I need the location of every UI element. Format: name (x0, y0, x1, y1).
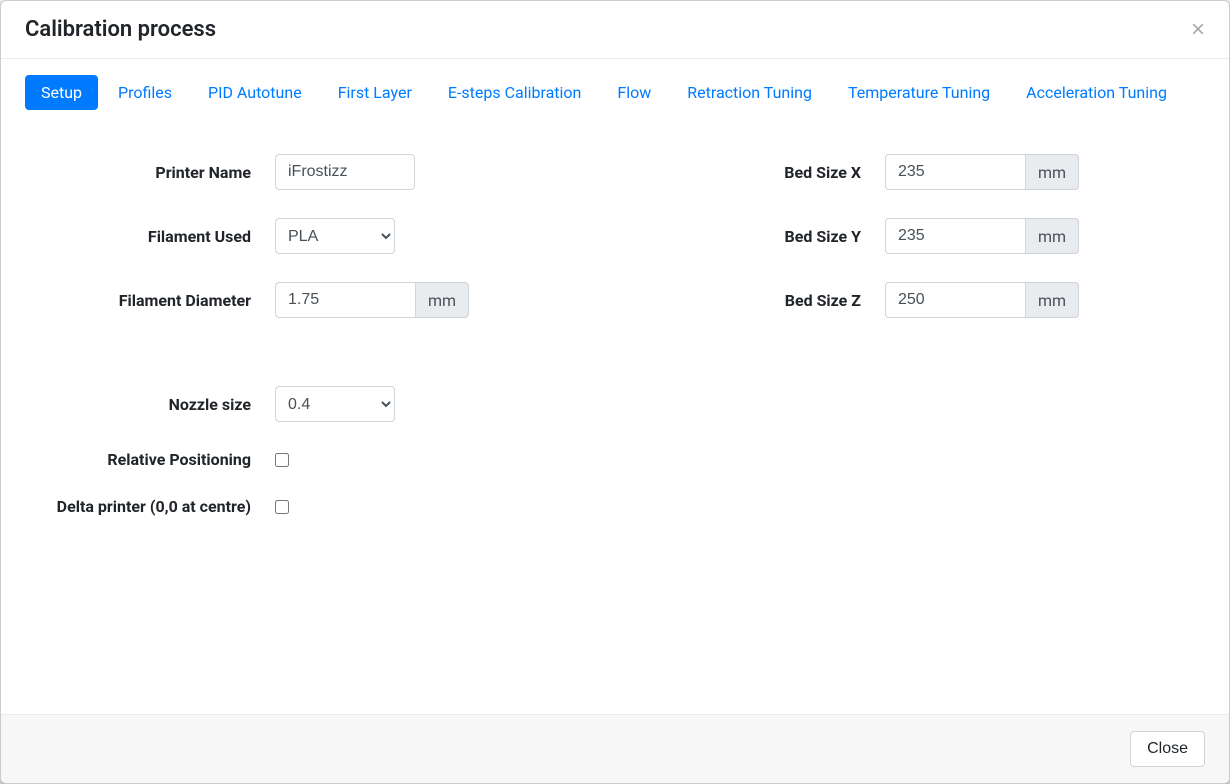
row-bed-z: Bed Size Z mm (635, 282, 1205, 318)
tab-profiles[interactable]: Profiles (102, 75, 188, 110)
filament-diameter-unit: mm (415, 282, 469, 318)
bed-z-input[interactable] (885, 282, 1025, 318)
nav-tabs: Setup Profiles PID Autotune First Layer … (25, 75, 1205, 118)
form-col-left: Printer Name Filament Used PLA Filament … (25, 154, 595, 544)
row-filament-used: Filament Used PLA (25, 218, 595, 254)
calibration-modal: Calibration process × Setup Profiles PID… (0, 0, 1230, 784)
bed-y-group: mm (885, 218, 1079, 254)
form-col-right: Bed Size X mm Bed Size Y mm Bed Size Z (635, 154, 1205, 544)
row-bed-x: Bed Size X mm (635, 154, 1205, 190)
filament-diameter-group: mm (275, 282, 469, 318)
label-printer-name: Printer Name (25, 163, 275, 182)
filament-diameter-input[interactable] (275, 282, 415, 318)
row-relative-positioning: Relative Positioning (25, 450, 595, 469)
relative-positioning-checkbox[interactable] (275, 453, 289, 467)
modal-title: Calibration process (25, 17, 216, 42)
nozzle-size-select[interactable]: 0.4 (275, 386, 395, 422)
bed-x-unit: mm (1025, 154, 1079, 190)
spacer (25, 346, 595, 386)
row-printer-name: Printer Name (25, 154, 595, 190)
tab-first-layer[interactable]: First Layer (322, 75, 428, 110)
tab-temperature-tuning[interactable]: Temperature Tuning (832, 75, 1006, 110)
filament-used-select[interactable]: PLA (275, 218, 395, 254)
row-bed-y: Bed Size Y mm (635, 218, 1205, 254)
row-nozzle-size: Nozzle size 0.4 (25, 386, 595, 422)
bed-y-input[interactable] (885, 218, 1025, 254)
label-filament-diameter: Filament Diameter (25, 291, 275, 310)
row-filament-diameter: Filament Diameter mm (25, 282, 595, 318)
tab-retraction-tuning[interactable]: Retraction Tuning (671, 75, 828, 110)
bed-x-group: mm (885, 154, 1079, 190)
bed-y-unit: mm (1025, 218, 1079, 254)
tab-flow[interactable]: Flow (601, 75, 667, 110)
label-nozzle-size: Nozzle size (25, 395, 275, 414)
bed-z-group: mm (885, 282, 1079, 318)
label-bed-z: Bed Size Z (635, 291, 885, 310)
row-delta-printer: Delta printer (0,0 at centre) (25, 497, 595, 516)
modal-footer: Close (1, 714, 1229, 783)
label-relative-positioning: Relative Positioning (25, 450, 275, 469)
bed-x-input[interactable] (885, 154, 1025, 190)
bed-z-unit: mm (1025, 282, 1079, 318)
form-area: Printer Name Filament Used PLA Filament … (25, 134, 1205, 564)
printer-name-input[interactable] (275, 154, 415, 190)
label-bed-x: Bed Size X (635, 163, 885, 182)
tab-setup[interactable]: Setup (25, 75, 98, 110)
close-icon[interactable]: × (1191, 18, 1205, 42)
delta-printer-checkbox[interactable] (275, 500, 289, 514)
modal-body: Setup Profiles PID Autotune First Layer … (1, 59, 1229, 714)
label-filament-used: Filament Used (25, 227, 275, 246)
tab-acceleration-tuning[interactable]: Acceleration Tuning (1010, 75, 1183, 110)
modal-header: Calibration process × (1, 1, 1229, 59)
tab-pid-autotune[interactable]: PID Autotune (192, 75, 318, 110)
tab-esteps-calibration[interactable]: E-steps Calibration (432, 75, 597, 110)
label-delta-printer: Delta printer (0,0 at centre) (25, 497, 275, 516)
close-button[interactable]: Close (1130, 731, 1205, 767)
label-bed-y: Bed Size Y (635, 227, 885, 246)
